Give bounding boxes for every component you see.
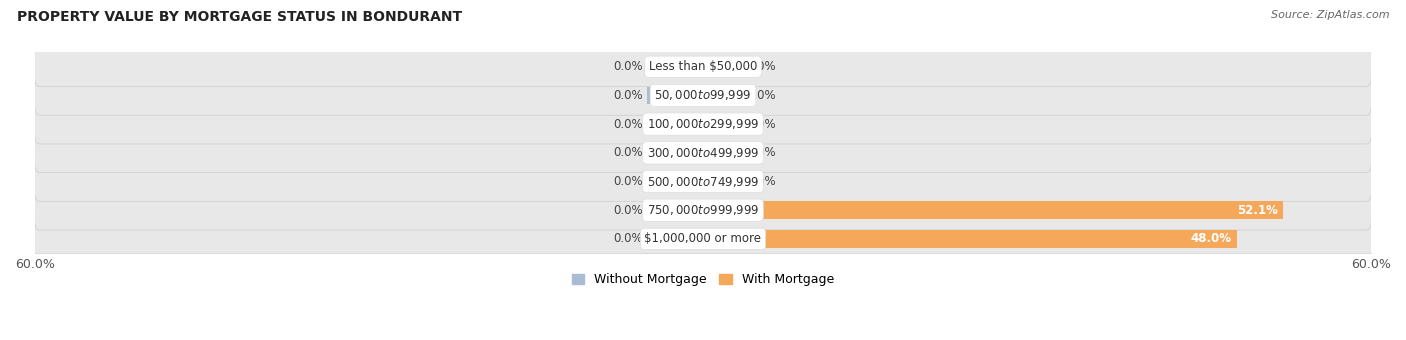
Bar bbox=[703, 173, 742, 190]
FancyBboxPatch shape bbox=[34, 162, 1372, 201]
Text: 0.0%: 0.0% bbox=[747, 146, 776, 159]
Text: $100,000 to $299,999: $100,000 to $299,999 bbox=[647, 117, 759, 131]
Text: $50,000 to $99,999: $50,000 to $99,999 bbox=[654, 88, 752, 102]
Text: $500,000 to $749,999: $500,000 to $749,999 bbox=[647, 174, 759, 188]
Text: Less than $50,000: Less than $50,000 bbox=[648, 60, 758, 73]
Text: 0.0%: 0.0% bbox=[747, 89, 776, 102]
Text: PROPERTY VALUE BY MORTGAGE STATUS IN BONDURANT: PROPERTY VALUE BY MORTGAGE STATUS IN BON… bbox=[17, 10, 463, 24]
Text: 48.0%: 48.0% bbox=[1191, 233, 1232, 245]
FancyBboxPatch shape bbox=[34, 47, 1372, 87]
Text: 0.0%: 0.0% bbox=[613, 118, 643, 131]
Text: 52.1%: 52.1% bbox=[1237, 204, 1278, 217]
Text: 0.0%: 0.0% bbox=[613, 89, 643, 102]
FancyBboxPatch shape bbox=[34, 133, 1372, 173]
Bar bbox=[647, 58, 703, 75]
Legend: Without Mortgage, With Mortgage: Without Mortgage, With Mortgage bbox=[567, 268, 839, 291]
Text: 0.0%: 0.0% bbox=[747, 60, 776, 73]
Text: $1,000,000 or more: $1,000,000 or more bbox=[644, 233, 762, 245]
Bar bbox=[703, 87, 742, 104]
FancyBboxPatch shape bbox=[34, 190, 1372, 230]
Text: $300,000 to $499,999: $300,000 to $499,999 bbox=[647, 146, 759, 160]
Text: Source: ZipAtlas.com: Source: ZipAtlas.com bbox=[1271, 10, 1389, 20]
Bar bbox=[703, 201, 1284, 219]
FancyBboxPatch shape bbox=[34, 219, 1372, 259]
Bar bbox=[647, 230, 703, 248]
Text: 0.0%: 0.0% bbox=[747, 118, 776, 131]
Bar bbox=[647, 173, 703, 190]
Bar bbox=[703, 115, 742, 133]
Bar bbox=[703, 230, 1237, 248]
Bar bbox=[703, 144, 742, 162]
FancyBboxPatch shape bbox=[34, 104, 1372, 144]
Bar bbox=[647, 201, 703, 219]
FancyBboxPatch shape bbox=[34, 75, 1372, 115]
Bar bbox=[647, 144, 703, 162]
Text: 0.0%: 0.0% bbox=[613, 60, 643, 73]
Bar bbox=[703, 58, 742, 75]
Bar bbox=[647, 115, 703, 133]
Text: 0.0%: 0.0% bbox=[613, 146, 643, 159]
Text: 0.0%: 0.0% bbox=[613, 204, 643, 217]
Text: 0.0%: 0.0% bbox=[747, 175, 776, 188]
Text: 0.0%: 0.0% bbox=[613, 233, 643, 245]
Text: $750,000 to $999,999: $750,000 to $999,999 bbox=[647, 203, 759, 217]
Text: 0.0%: 0.0% bbox=[613, 175, 643, 188]
Bar bbox=[647, 87, 703, 104]
